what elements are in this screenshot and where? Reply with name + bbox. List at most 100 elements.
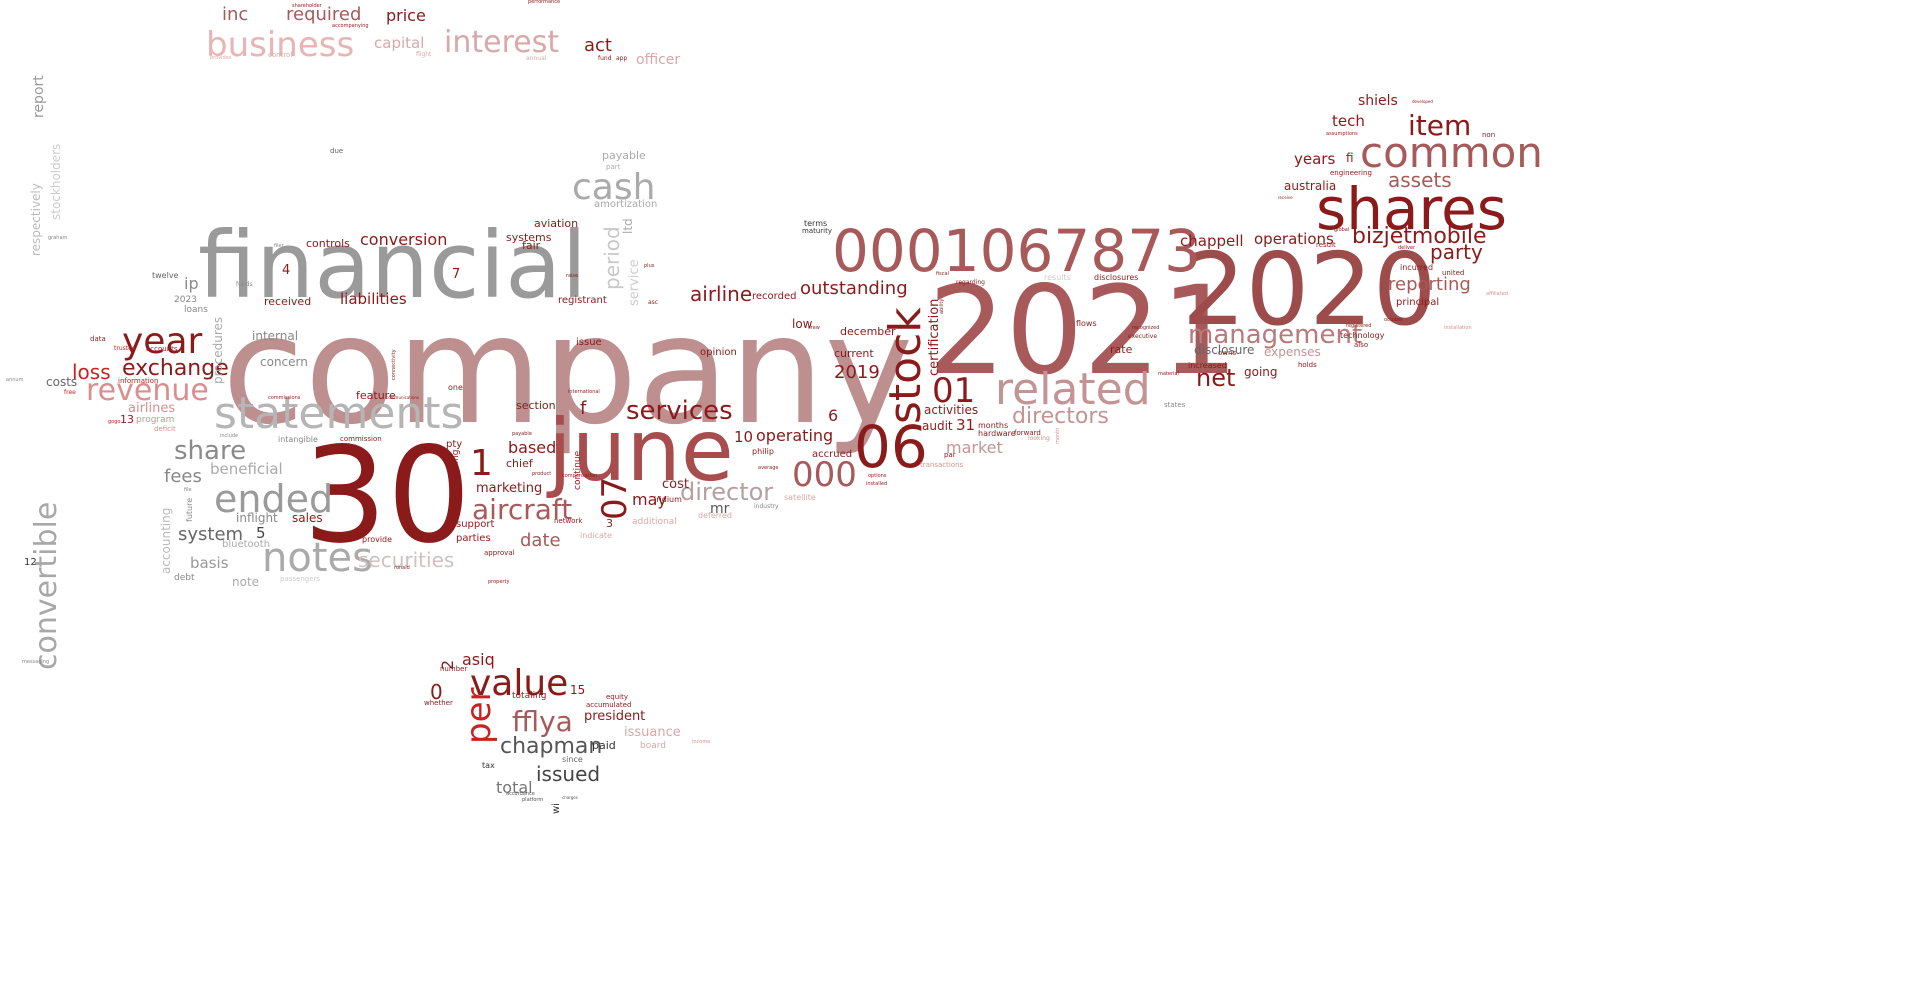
word-provides: provides bbox=[210, 55, 232, 61]
word-outstanding: outstanding bbox=[800, 278, 908, 299]
word-accumulated: accumulated bbox=[586, 701, 632, 709]
word-low: low bbox=[792, 317, 813, 331]
word-airlines: airlines bbox=[128, 401, 176, 416]
word-interest: interest bbox=[444, 25, 560, 60]
word-controls: controls bbox=[306, 237, 350, 250]
word-issue: issue bbox=[576, 337, 602, 348]
word-deficit: deficit bbox=[154, 425, 176, 433]
word-hardware: hardware bbox=[978, 429, 1016, 438]
word-item: item bbox=[1408, 109, 1472, 142]
word-fair: fair bbox=[522, 239, 541, 252]
word-increased: increased bbox=[1188, 361, 1227, 370]
word-2023: 2023 bbox=[174, 295, 197, 305]
word-transactions: transactions bbox=[920, 461, 964, 469]
word-data: data bbox=[90, 335, 106, 343]
word-holds: holds bbox=[1298, 361, 1317, 369]
word-bluetooth: bluetooth bbox=[222, 539, 271, 550]
word-continue: continue bbox=[573, 450, 583, 490]
word-note: note bbox=[232, 575, 260, 589]
word-airline: airline bbox=[690, 282, 753, 306]
word-2020: 2020 bbox=[1182, 231, 1437, 348]
word-based: based bbox=[508, 438, 557, 457]
word-executive: executive bbox=[1128, 333, 1158, 340]
word-inflight: inflight bbox=[236, 511, 278, 525]
word-shiels: shiels bbox=[1358, 93, 1398, 109]
word-per: per bbox=[459, 687, 499, 744]
word-assets: assets bbox=[1388, 168, 1452, 192]
word-marketing: marketing bbox=[476, 481, 543, 496]
word-issuance: issuance bbox=[624, 725, 681, 740]
word-conversion: conversion bbox=[360, 230, 448, 249]
word-affiliated: affiliated bbox=[1486, 291, 1508, 297]
word-costs: costs bbox=[46, 375, 78, 389]
word-regarding: regarding bbox=[956, 279, 985, 286]
word-deferred: deferred bbox=[698, 511, 732, 520]
word-twelve: twelve bbox=[152, 271, 179, 280]
word-month: month bbox=[1055, 427, 1061, 444]
word-satellite: satellite bbox=[784, 493, 816, 502]
word-following: following bbox=[451, 449, 461, 490]
word-tech: tech bbox=[1332, 112, 1365, 130]
word-terms: terms bbox=[804, 219, 828, 228]
word-par: par bbox=[944, 451, 956, 459]
word-common: common bbox=[1360, 128, 1543, 177]
word-operating: operating bbox=[756, 426, 834, 445]
word-tax: tax bbox=[482, 761, 495, 770]
word-12: 12 bbox=[24, 557, 37, 568]
word-1: 1 bbox=[470, 443, 493, 484]
word-also: also bbox=[1354, 341, 1369, 349]
word-4: 4 bbox=[282, 263, 291, 278]
word-average: average bbox=[758, 465, 779, 471]
word-property: property bbox=[488, 579, 510, 585]
word-ability: ability bbox=[939, 298, 945, 314]
word-whether: whether bbox=[424, 699, 453, 707]
word-connectivity: connectivity bbox=[391, 349, 397, 380]
word-service: service bbox=[627, 259, 642, 306]
word-stockholders: stockholders bbox=[49, 143, 63, 220]
word-year: year bbox=[122, 321, 203, 362]
word-recognized: recognized bbox=[1132, 325, 1160, 331]
word-non: non bbox=[1482, 131, 1496, 139]
word-services: services bbox=[626, 396, 733, 426]
word-commission: commission bbox=[340, 435, 382, 443]
word-procedures: procedures bbox=[211, 316, 225, 384]
word-debt: debt bbox=[174, 573, 195, 583]
word-compensation: compensation bbox=[562, 473, 598, 479]
word-party: party bbox=[1430, 240, 1483, 264]
word-period: period bbox=[600, 226, 624, 290]
word-platform: platform bbox=[522, 797, 544, 803]
word-receive: receive bbox=[1278, 195, 1293, 200]
word-chappell: chappell bbox=[1180, 232, 1244, 250]
word-totaling: totaling bbox=[512, 691, 547, 701]
word-october: october bbox=[1384, 317, 1404, 323]
word-31: 31 bbox=[956, 416, 976, 434]
word-section: section bbox=[516, 399, 556, 412]
word-since: since bbox=[562, 755, 583, 764]
word-international: international bbox=[568, 389, 600, 395]
word-5: 5 bbox=[256, 524, 266, 542]
word-support: support bbox=[456, 519, 495, 530]
word-financial: financial bbox=[198, 212, 588, 319]
word-graham: graham bbox=[48, 235, 68, 241]
word-f: f bbox=[580, 398, 587, 419]
word-include: include bbox=[220, 433, 239, 439]
word-ended: ended bbox=[214, 477, 334, 521]
word-looking: looking bbox=[1028, 435, 1050, 442]
word-charges: charges bbox=[562, 795, 578, 800]
word-developed: developed bbox=[1412, 99, 1433, 104]
word-operations: operations bbox=[1254, 230, 1334, 248]
word-incurred: incurred bbox=[1400, 263, 1434, 272]
word-free: free bbox=[64, 389, 76, 396]
word-shares: shares bbox=[1316, 175, 1507, 243]
word-global: global bbox=[1334, 227, 1350, 233]
word-13: 13 bbox=[120, 413, 134, 426]
word-cost: cost bbox=[662, 477, 689, 492]
word-price: price bbox=[386, 6, 426, 25]
word-assumptions: assumptions bbox=[1326, 131, 1358, 137]
word-program: program bbox=[136, 415, 175, 425]
word-additional: additional bbox=[632, 517, 677, 527]
word-trustee: trustee bbox=[114, 345, 136, 352]
word-15: 15 bbox=[570, 683, 586, 697]
word-inc: inc bbox=[222, 4, 249, 25]
word-income: income bbox=[692, 739, 711, 745]
